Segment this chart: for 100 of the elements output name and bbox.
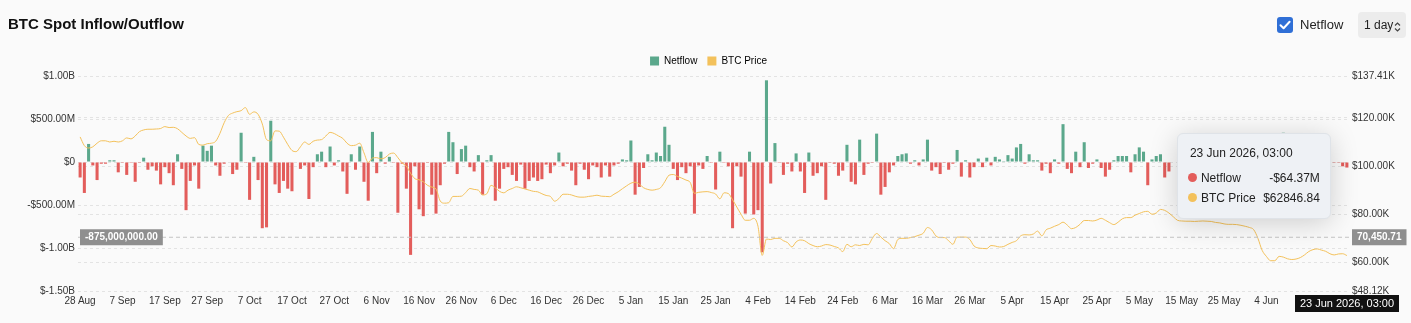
bar bbox=[366, 162, 370, 201]
text: 1 day bbox=[1364, 18, 1394, 32]
bar bbox=[125, 162, 129, 175]
y2-tick-label: $120.00K bbox=[1352, 111, 1396, 123]
bar bbox=[180, 162, 184, 169]
bar bbox=[620, 159, 624, 162]
x-tick-label: 15 Jan bbox=[658, 294, 689, 306]
x-tick-label: 16 Nov bbox=[403, 294, 435, 306]
bar bbox=[807, 152, 811, 162]
bar bbox=[87, 143, 91, 162]
text: 70,450.71 bbox=[1357, 231, 1402, 242]
y2-tick-label: $80.00K bbox=[1352, 207, 1390, 219]
bar bbox=[409, 162, 413, 255]
chart-title: BTC Spot Inflow/Outflow bbox=[8, 15, 185, 33]
legend-label: Netflow bbox=[664, 54, 699, 66]
x-tick-label: 6 Nov bbox=[363, 294, 390, 306]
bar bbox=[82, 162, 86, 193]
bar bbox=[836, 162, 841, 176]
bar bbox=[743, 162, 747, 214]
bar bbox=[1345, 162, 1349, 168]
x-tick-label: 5 Jan bbox=[618, 294, 644, 306]
y-tick-label: $1.00B bbox=[43, 69, 76, 81]
text: BTC Price bbox=[721, 54, 767, 66]
bar bbox=[781, 162, 785, 175]
x-tick-label: 17 Oct bbox=[277, 294, 307, 306]
bar bbox=[201, 145, 205, 162]
bar bbox=[434, 162, 438, 214]
bar bbox=[574, 162, 578, 186]
bar bbox=[692, 162, 696, 214]
bar bbox=[248, 162, 252, 200]
bar bbox=[493, 162, 497, 201]
bar bbox=[654, 152, 658, 162]
bar bbox=[1129, 162, 1133, 173]
bar bbox=[265, 162, 269, 228]
x-tick-label: 4 Feb bbox=[745, 294, 772, 306]
bar bbox=[536, 162, 540, 181]
bar bbox=[514, 162, 519, 181]
x-tick-label: 16 Mar bbox=[911, 294, 944, 306]
x-tick-label: 4 Jun bbox=[1254, 294, 1279, 306]
bar bbox=[646, 154, 650, 162]
bar bbox=[947, 162, 951, 170]
bar bbox=[858, 139, 862, 162]
x-tick-label: 25 Jan bbox=[700, 294, 731, 306]
bar bbox=[269, 120, 273, 162]
y-tick-label: $500.00M bbox=[30, 112, 75, 124]
bar bbox=[875, 133, 879, 162]
bar bbox=[718, 151, 722, 162]
bar bbox=[116, 162, 120, 173]
y2-tick-label: $100.00K bbox=[1352, 159, 1396, 171]
bar bbox=[1065, 162, 1069, 169]
bar bbox=[345, 162, 349, 194]
bar bbox=[328, 146, 332, 162]
bar bbox=[277, 162, 281, 193]
bar bbox=[455, 162, 459, 175]
y2-tick-label: $137.41K bbox=[1352, 69, 1396, 81]
bar bbox=[955, 149, 959, 162]
bar bbox=[557, 152, 561, 162]
bar bbox=[286, 162, 290, 189]
bar bbox=[531, 162, 535, 178]
bar bbox=[896, 155, 900, 162]
x-tick-label: 25 May bbox=[1207, 294, 1241, 306]
bar bbox=[421, 162, 425, 217]
bar bbox=[773, 143, 777, 162]
bar bbox=[387, 156, 391, 162]
x-tick-label: 26 Dec bbox=[572, 294, 605, 306]
annotation: 23 Jun 2026, 03:00 bbox=[1189, 146, 1293, 160]
bar bbox=[320, 151, 324, 162]
x-tick-label: 5 May bbox=[1125, 294, 1153, 306]
x-tick-label: 6 Dec bbox=[490, 294, 517, 306]
bar bbox=[1150, 159, 1154, 162]
bar bbox=[1146, 162, 1150, 186]
text: Netflow bbox=[1200, 171, 1241, 185]
bar bbox=[976, 158, 980, 162]
bar bbox=[985, 157, 989, 162]
bar bbox=[629, 140, 633, 162]
bar bbox=[142, 157, 146, 162]
bar bbox=[853, 162, 857, 185]
bar bbox=[1125, 155, 1129, 162]
bar bbox=[938, 162, 942, 175]
x-tick-label: 26 Nov bbox=[445, 294, 478, 306]
bar bbox=[815, 162, 819, 174]
bar bbox=[133, 162, 137, 182]
bar bbox=[731, 162, 735, 229]
bar bbox=[464, 145, 468, 162]
bar bbox=[235, 162, 239, 170]
bar bbox=[548, 162, 552, 174]
bar bbox=[1154, 155, 1158, 162]
bar bbox=[1048, 162, 1052, 174]
y2-tick-label: $60.00K bbox=[1352, 256, 1390, 268]
legend-label: BTC Price bbox=[1200, 191, 1256, 205]
bar bbox=[811, 162, 815, 176]
bar bbox=[1158, 154, 1162, 162]
bar bbox=[900, 154, 904, 162]
bar bbox=[159, 162, 163, 185]
bar bbox=[205, 150, 209, 162]
bar bbox=[349, 154, 353, 162]
bar bbox=[375, 162, 379, 174]
bar bbox=[540, 162, 544, 180]
bar bbox=[353, 162, 358, 170]
y-tick-label: $-1.50B bbox=[39, 284, 76, 296]
